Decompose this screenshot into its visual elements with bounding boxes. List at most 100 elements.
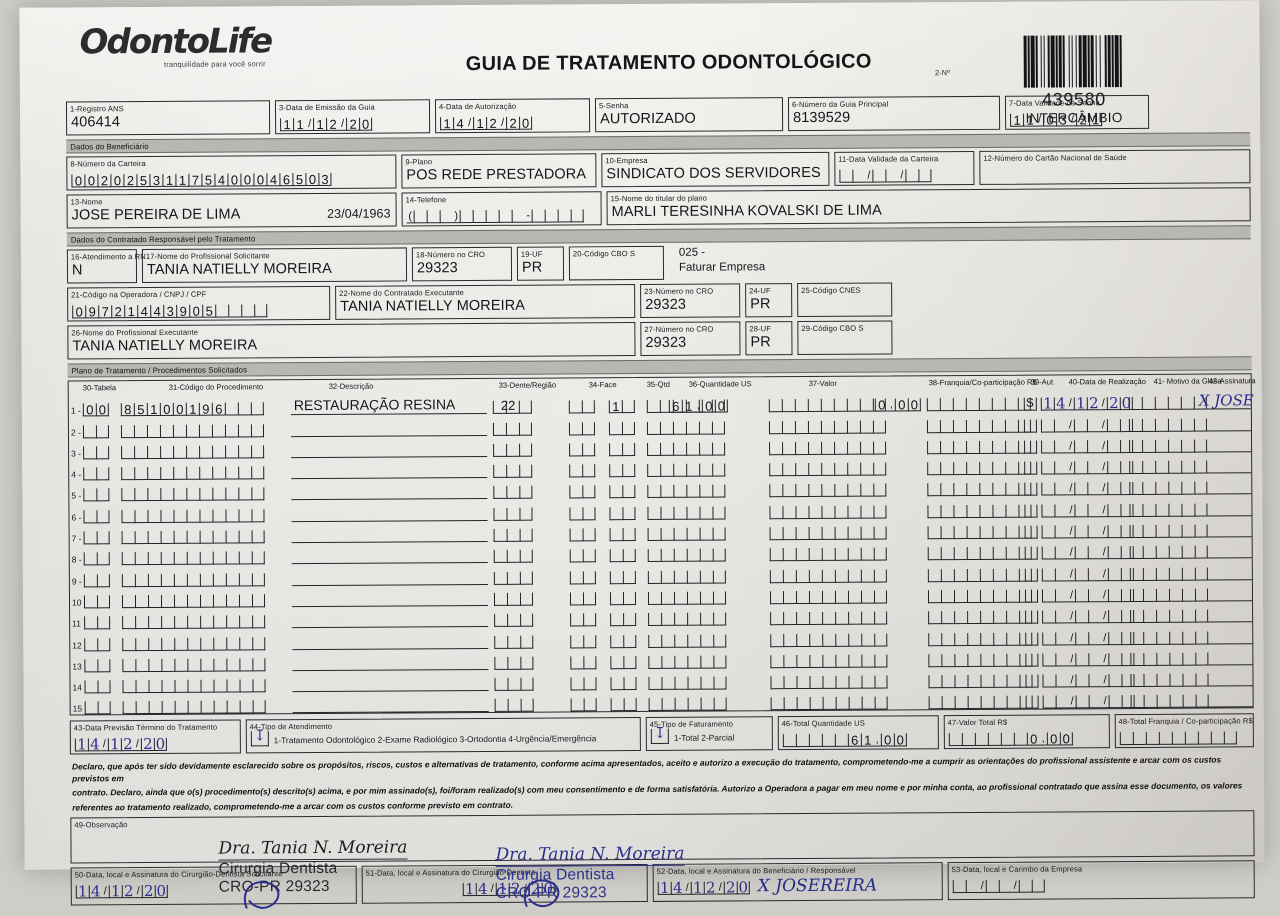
procedures-cell[interactable] [84,699,111,715]
procedures-cell[interactable] [648,674,727,691]
procedures-assinatura-line[interactable] [1205,542,1252,559]
procedures-cell[interactable] [609,568,636,584]
procedures-cell[interactable] [1129,479,1208,496]
procedures-cell[interactable] [84,635,111,651]
procedures-descricao-line[interactable] [291,462,488,480]
procedures-cell[interactable] [609,546,636,563]
procedures-cell[interactable] [770,609,888,626]
procedures-cell[interactable] [493,547,533,564]
procedures-data-realizacao[interactable]: / / [1041,501,1134,518]
procedures-data-realizacao[interactable]: / / [1041,565,1134,582]
procedures-cell[interactable] [570,653,597,670]
procedures-cell[interactable] [927,544,1032,561]
procedures-cell[interactable] [928,693,1033,710]
procedures-cell[interactable] [769,502,887,520]
procedures-cell[interactable] [1024,544,1038,561]
procedures-data-realizacao[interactable]: / / [1041,479,1134,497]
procedures-cell[interactable] [492,419,532,436]
field-cro-executante[interactable]: 23-Número no CRO 29323 [640,283,741,319]
procedures-descricao-line[interactable] [291,440,488,459]
procedures-descricao-line[interactable] [292,653,489,671]
procedures-cell[interactable] [493,526,533,542]
procedures-cell[interactable] [1129,436,1208,453]
procedures-cell[interactable] [609,461,636,478]
procedures-data-realizacao[interactable]: / / [1042,607,1135,624]
procedures-cell[interactable] [609,589,637,606]
procedures-cell[interactable] [1129,586,1209,602]
procedures-assinatura-line[interactable] [1206,649,1253,666]
field-telefone[interactable]: 14-Telefone () - [401,191,602,227]
procedures-descricao-line[interactable] [291,526,488,544]
field-cartao-nacional-saude[interactable]: 12-Número do Cartão Nacional de Saúde [979,149,1251,185]
procedures-assinatura-line[interactable] [1205,563,1252,581]
procedures-cell[interactable] [769,438,887,456]
procedures-cell[interactable] [927,438,1032,455]
procedures-cell[interactable] [769,481,887,498]
procedures-cell[interactable] [1025,693,1039,710]
field-cbo-solicitante[interactable]: 20-Código CBO S [568,245,665,281]
procedures-cell[interactable] [83,464,110,481]
procedures-cell[interactable] [121,549,265,566]
procedures-cell[interactable] [1129,543,1208,560]
field-registro-ans[interactable]: 1-Registro ANS 406414 [65,100,271,136]
field-data-emissao[interactable]: 3-Data de Emissão da Guia 1 1/1 2/2 0 [274,99,431,135]
field-cro-profissional-executante[interactable]: 27-Número no CRO 29323 [640,321,741,357]
field-assinatura-beneficiario[interactable]: 52-Data, local e Assinatura do Beneficiá… [652,862,943,903]
procedures-cell[interactable] [84,656,111,673]
procedures-cell[interactable] [928,672,1033,689]
procedures-cell[interactable] [1130,692,1209,709]
procedures-cell[interactable] [493,462,533,479]
procedures-cell[interactable] [1025,650,1039,667]
procedures-cell[interactable] [121,570,265,587]
field-nome-profissional-executante[interactable]: 26-Nome do Profissional Executante TANIA… [67,322,636,360]
procedures-cell[interactable] [1024,437,1038,454]
procedures-cell[interactable] [1129,522,1208,539]
procedures-cell[interactable] [770,630,888,647]
procedures-cell[interactable] [1023,416,1037,433]
field-data-previsao-termino[interactable]: 43-Data Previsão Término do Tratamento 1… [69,719,241,755]
procedures-cell[interactable] [927,501,1032,519]
procedures-cell[interactable] [84,614,111,630]
procedures-cell[interactable] [83,528,110,545]
procedures-cell[interactable] [648,695,727,712]
procedures-cell[interactable] [647,503,726,520]
procedures-cell[interactable] [928,608,1033,625]
procedures-data-realizacao[interactable]: / / [1041,458,1134,475]
procedures-descricao-line[interactable] [291,547,488,565]
procedures-cell[interactable] [570,674,597,691]
procedures-cell[interactable] [1024,501,1038,518]
procedures-data-realizacao[interactable]: 1 4/1 2/2 0 [1040,394,1133,413]
field-validade-carteira[interactable]: 11-Data Validade da Carteira / / [834,150,975,186]
procedures-cell[interactable] [122,634,266,651]
field-nome-beneficiario[interactable]: 13-Nome JOSE PEREIRA DE LIMA 23/04/1963 [66,192,397,229]
field-empresa[interactable]: 10-Empresa SINDICATO DOS SERVIDORES [601,151,830,188]
field-tipo-atendimento[interactable]: 44-Tipo de Atendimento ↧ 1-Tratamento Od… [245,717,641,754]
procedures-descricao-line[interactable] [291,504,488,522]
field-nome-solicitante[interactable]: 17-Nome do Profissional Solicitante TANI… [141,247,408,284]
procedures-cell[interactable] [122,676,266,694]
procedures-cell[interactable] [1130,607,1209,624]
procedures-cell[interactable] [1129,564,1208,581]
procedures-assinatura-line[interactable] [1206,606,1253,623]
procedures-cell[interactable] [927,523,1032,540]
procedures-cell[interactable] [928,629,1033,646]
field-codigo-cnes[interactable]: 25-Código CNES [797,282,893,318]
procedures-data-realizacao[interactable]: / / [1042,671,1135,688]
procedures-cell[interactable] [570,632,597,649]
procedures-cell[interactable] [647,439,726,456]
field-senha[interactable]: 5-Senha AUTORIZADO [594,97,784,133]
procedures-cell[interactable] [83,592,111,609]
procedures-cell[interactable] [494,654,534,670]
procedures-cell[interactable] [928,650,1033,668]
procedures-cell[interactable] [84,677,111,694]
procedures-cell[interactable] [569,589,597,606]
procedures-cell[interactable] [769,460,887,477]
procedures-assinatura-line[interactable] [1204,414,1251,432]
procedures-cell[interactable] [568,398,595,414]
field-data-validade-senha[interactable]: 7-Data Validade da Senha 1 1/0 3/2 1 [1004,94,1150,130]
